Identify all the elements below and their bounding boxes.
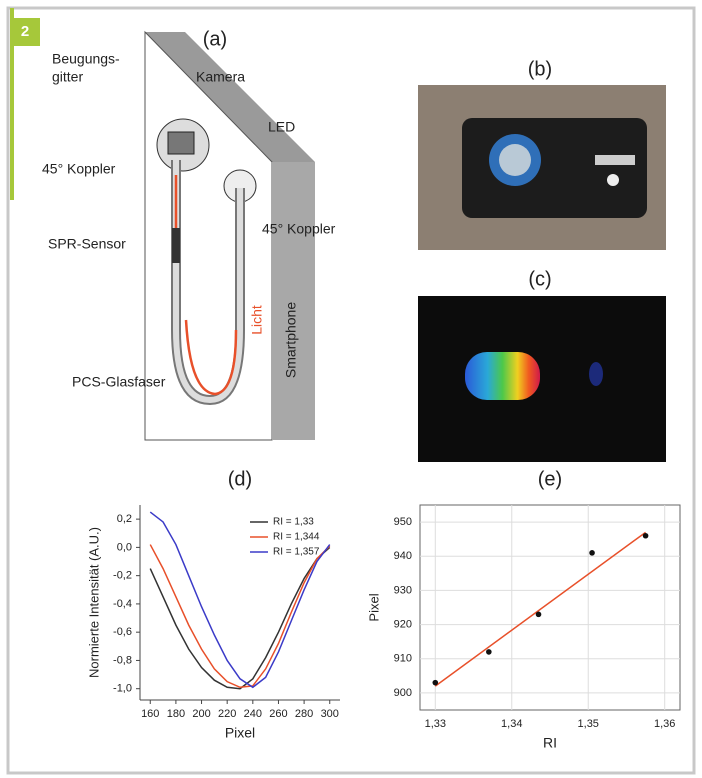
legend-label: RI = 1,344 — [273, 532, 320, 543]
diagram-label: gitter — [52, 69, 83, 85]
photo-phone — [462, 118, 647, 218]
x-tick-label: 180 — [167, 708, 185, 720]
y-tick-label: -0,4 — [113, 598, 132, 610]
diagram-label: PCS-Glasfaser — [72, 374, 166, 390]
phone-side — [272, 162, 315, 440]
chart-title: (d) — [228, 468, 252, 490]
panel-label: (a) — [203, 28, 227, 50]
spectrum — [465, 352, 540, 400]
spectrum-photo — [418, 296, 666, 462]
series-line — [150, 547, 329, 688]
point — [536, 612, 542, 618]
y-axis-label: Normierte Intensität (A.U.) — [86, 527, 101, 678]
point — [589, 550, 595, 556]
series-line — [150, 545, 329, 688]
diagram-label: Smartphone — [283, 302, 299, 378]
diagram-label: SPR-Sensor — [48, 236, 126, 252]
x-tick-label: 260 — [269, 708, 287, 720]
x-tick-label: 220 — [218, 708, 236, 720]
spr-sensor — [172, 228, 180, 263]
x-axis-label: RI — [543, 735, 557, 751]
diagram-label: LED — [268, 119, 295, 135]
legend-label: RI = 1,357 — [273, 547, 320, 558]
x-tick-label: 1,33 — [425, 718, 446, 730]
panel-label: (b) — [528, 58, 552, 80]
y-tick-label: 0,2 — [117, 513, 132, 525]
y-tick-label: -1,0 — [113, 683, 132, 695]
photo-lens-inner — [499, 144, 531, 176]
y-tick-label: 910 — [394, 653, 412, 665]
legend-label: RI = 1,33 — [273, 517, 314, 528]
x-tick-label: 160 — [141, 708, 159, 720]
point — [643, 533, 649, 539]
x-tick-label: 200 — [192, 708, 210, 720]
x-tick-label: 1,34 — [501, 718, 522, 730]
x-tick-label: 280 — [295, 708, 313, 720]
point — [486, 649, 492, 655]
diagram-label: Beugungs- — [52, 51, 120, 67]
x-axis-label: Pixel — [225, 725, 255, 741]
diagram-label: 45° Koppler — [262, 221, 336, 237]
x-tick-label: 1,36 — [654, 718, 675, 730]
y-tick-label: 900 — [394, 687, 412, 699]
photo-tape — [595, 155, 635, 165]
x-tick-label: 300 — [321, 708, 339, 720]
chart-title: (e) — [538, 468, 562, 490]
diagram-label: Licht — [249, 305, 265, 335]
spectrum-spot — [589, 362, 603, 386]
y-tick-label: 940 — [394, 550, 412, 562]
badge: 2 — [21, 23, 29, 40]
figure: 2 (a) Beugungs- gitter Kamera 45° Kopple… — [0, 0, 702, 778]
y-tick-label: -0,2 — [113, 570, 132, 582]
y-tick-label: 950 — [394, 516, 412, 528]
y-axis-label: Pixel — [366, 593, 381, 621]
y-tick-label: 920 — [394, 618, 412, 630]
x-tick-label: 240 — [244, 708, 262, 720]
y-tick-label: 930 — [394, 584, 412, 596]
y-tick-label: 0,0 — [117, 541, 132, 553]
diagram-label: Kamera — [196, 69, 245, 85]
x-tick-label: 1,35 — [578, 718, 599, 730]
fit-line — [435, 532, 645, 686]
y-tick-label: -0,8 — [113, 654, 132, 666]
y-tick-label: -0,6 — [113, 626, 132, 638]
diagram-label: 45° Koppler — [42, 161, 116, 177]
point — [432, 680, 438, 686]
photo-led — [607, 174, 619, 186]
panel-label: (c) — [528, 268, 551, 290]
grating — [168, 132, 194, 154]
